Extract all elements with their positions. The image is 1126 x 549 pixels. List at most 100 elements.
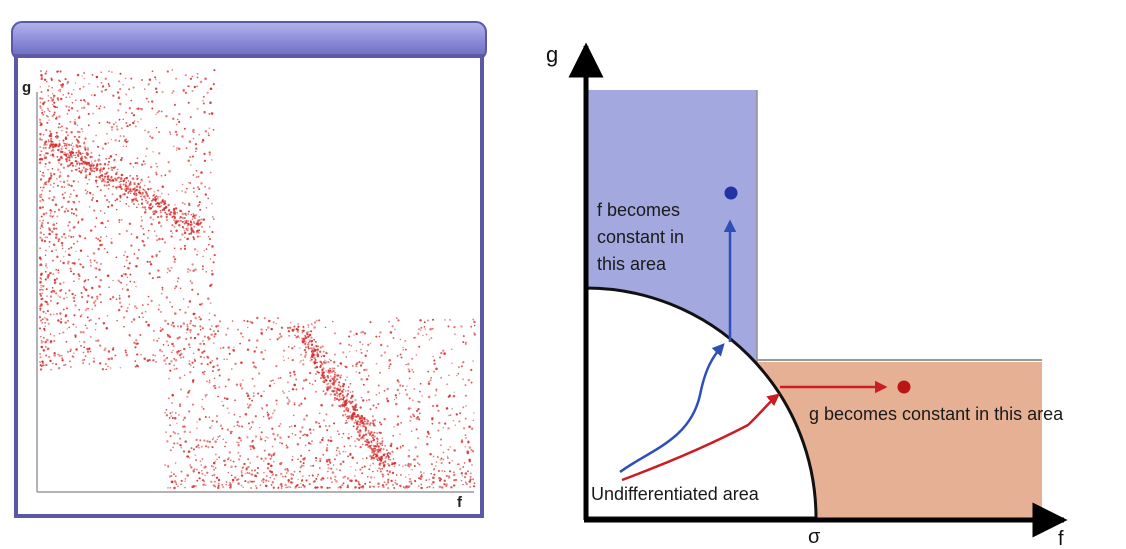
cell-dot	[39, 227, 42, 229]
cell-dot	[214, 460, 217, 463]
cell-dot	[407, 362, 410, 366]
cell-dot	[374, 445, 377, 448]
cell-dot	[396, 447, 399, 450]
cell-dot	[39, 106, 42, 110]
cell-dot	[321, 373, 324, 376]
cell-dot	[136, 174, 138, 177]
cell-dot	[192, 128, 195, 132]
cell-dot	[343, 445, 346, 448]
cell-dot	[316, 349, 319, 352]
cell-dot	[196, 427, 198, 430]
cell-dot	[192, 366, 195, 368]
cell-dot	[39, 161, 42, 164]
cell-dot	[141, 219, 143, 222]
cell-dot	[144, 191, 148, 194]
cell-dot	[74, 118, 76, 121]
cell-dot	[276, 403, 278, 405]
cell-dot	[78, 162, 81, 165]
cell-dot	[53, 334, 56, 337]
cell-dot	[79, 152, 82, 155]
cell-dot	[181, 217, 185, 220]
cell-dot	[447, 448, 450, 451]
cell-dot	[159, 211, 162, 214]
cell-dot	[110, 175, 113, 178]
cell-dot	[440, 376, 443, 379]
cell-dot	[372, 422, 375, 425]
cell-dot	[377, 485, 380, 488]
cell-dot	[106, 219, 110, 223]
red-trajectory	[621, 393, 780, 482]
cell-dot	[426, 435, 429, 438]
undifferentiated-region	[584, 286, 818, 520]
cell-dot	[158, 237, 161, 241]
cell-dot	[76, 109, 79, 112]
cell-dot	[299, 460, 302, 463]
cell-dot	[174, 287, 176, 289]
cell-dot	[115, 125, 119, 128]
cell-dot	[92, 164, 95, 167]
cell-dot	[147, 130, 150, 134]
cell-dot	[392, 458, 395, 460]
cell-dot	[55, 292, 58, 295]
cell-dot	[363, 425, 366, 428]
cell-dot	[269, 476, 272, 479]
cell-dot	[40, 196, 43, 199]
cell-dot	[177, 413, 180, 416]
cell-dot	[52, 195, 56, 199]
cell-dot	[364, 354, 367, 357]
cell-dot	[315, 365, 319, 369]
left-y-axis-label: g	[22, 79, 31, 96]
cell-dot	[41, 206, 44, 209]
cell-dot	[190, 281, 194, 285]
cell-dot	[167, 487, 169, 489]
cell-dot	[58, 157, 62, 161]
cell-dot	[246, 348, 250, 351]
cell-dot	[388, 359, 391, 362]
cell-dot	[99, 293, 102, 296]
cell-dot	[342, 402, 344, 404]
cell-dot	[87, 112, 90, 116]
cell-dot	[90, 286, 94, 290]
cell-dot	[108, 183, 111, 187]
cell-dot	[398, 392, 401, 395]
cell-dot	[96, 339, 100, 342]
cell-dot	[80, 344, 82, 347]
cell-dot	[64, 236, 67, 239]
cell-dot	[111, 348, 115, 351]
cell-dot	[82, 160, 84, 163]
blue-endpoint-dot	[724, 186, 738, 200]
cell-dot	[321, 354, 324, 356]
cell-dot	[133, 281, 136, 283]
cell-dot	[68, 149, 70, 152]
cell-dot	[354, 405, 357, 407]
cell-dot	[212, 437, 215, 439]
cell-dot	[233, 476, 237, 479]
cell-dot	[367, 430, 370, 432]
cell-dot	[257, 392, 260, 395]
cell-dot	[78, 115, 81, 117]
cell-dot	[333, 393, 337, 396]
cell-dot	[59, 150, 63, 154]
cell-dot	[350, 466, 352, 468]
cell-dot	[133, 253, 136, 255]
cell-dot	[148, 188, 150, 191]
cell-dot	[280, 485, 283, 488]
cell-dot	[461, 475, 463, 477]
cell-dot	[231, 320, 234, 322]
cell-dot	[386, 399, 390, 403]
cell-dot	[172, 431, 175, 433]
cell-dot	[168, 208, 171, 211]
cell-dot	[440, 351, 443, 355]
cell-dot	[184, 486, 186, 489]
cell-dot	[64, 151, 66, 154]
cell-dot	[379, 450, 382, 453]
cell-dot	[315, 319, 318, 322]
cell-dot	[52, 289, 54, 292]
cell-dot	[264, 439, 267, 442]
cell-dot	[409, 480, 412, 483]
cell-dot	[217, 484, 220, 487]
cell-dot	[197, 219, 200, 223]
cell-dot	[472, 360, 474, 362]
cell-dot	[217, 395, 219, 398]
cell-dot	[237, 458, 241, 461]
